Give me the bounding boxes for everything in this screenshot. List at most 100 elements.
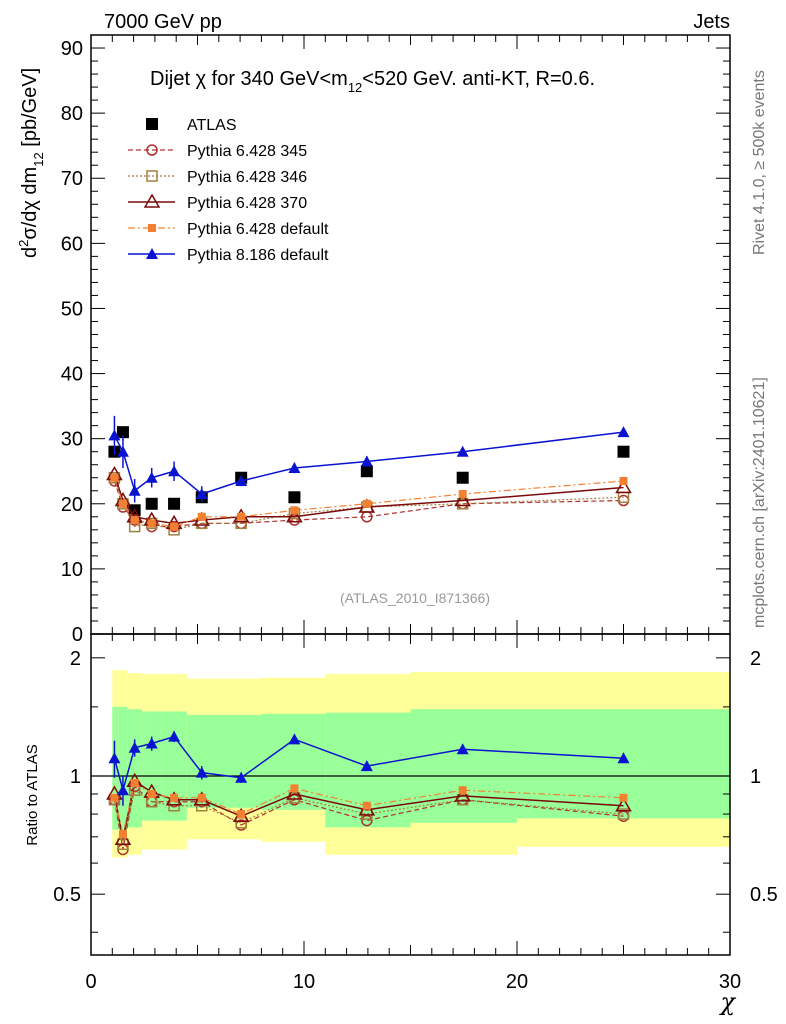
- ratio-point-p8def: [108, 752, 121, 764]
- data-point-p370: [454, 492, 471, 507]
- inner-uncertainty-band: [112, 706, 119, 830]
- data-point-p8def: [235, 474, 248, 486]
- data-point-p8def: [288, 461, 301, 473]
- data-point-p8def: [195, 488, 208, 500]
- legend-marker: [148, 224, 156, 232]
- plot-title: Dijet χ for 340 GeV<m12<520 GeV. anti-KT…: [150, 68, 595, 95]
- legend-label: Pythia 8.186 default: [187, 247, 329, 264]
- ratio-point-p8def: [116, 784, 129, 796]
- ratio-y-tick-label: 2: [70, 648, 81, 670]
- ratio-y-tick-label-right: 1: [750, 766, 761, 788]
- y-tick-label: 80: [61, 103, 83, 125]
- inner-uncertainty-band: [161, 711, 187, 821]
- inner-uncertainty-band: [142, 711, 162, 821]
- ratio-point-p8def: [360, 760, 373, 772]
- data-point-p370: [615, 479, 632, 494]
- legend: ATLAS Pythia 6.428 345 Pythia 6.428 346 Pyt…: [128, 117, 329, 264]
- rivet-version-label: Rivet 4.1.0, ≥ 500k events: [751, 70, 768, 255]
- data-point-p8def: [108, 429, 121, 441]
- y-tick-label: 40: [61, 364, 83, 386]
- header-process-label: 7000 GeV pp: [104, 11, 222, 33]
- ratio-series-p6def: [110, 778, 628, 839]
- data-point-p8def: [168, 465, 181, 477]
- data-point-p8def: [116, 445, 129, 457]
- legend-marker: [146, 118, 158, 130]
- ratio-point-p370: [286, 785, 303, 800]
- data-point-p345: [128, 514, 141, 526]
- data-point-p6def: [362, 499, 371, 508]
- ratio-y-tick-label: 1: [70, 766, 81, 788]
- ratio-point-p6def: [147, 789, 156, 798]
- legend-label: Pythia 6.428 370: [187, 195, 307, 212]
- ratio-point-p346: [288, 792, 301, 804]
- data-point-p6def: [458, 490, 467, 499]
- x-tick-label: 30: [719, 971, 741, 993]
- data-point-p346: [145, 517, 158, 530]
- x-tick-label: 10: [293, 971, 315, 993]
- lower-panel-axes: 0.5 0.51 12 20 10 20 30: [53, 634, 778, 993]
- ratio-point-p6def: [170, 793, 179, 802]
- ratio-y-tick-label-right: 2: [750, 648, 761, 670]
- y-tick-label: 20: [61, 494, 83, 516]
- data-point-p6def: [110, 473, 119, 482]
- ratio-point-p6def: [458, 786, 467, 795]
- data-point-p6def: [118, 499, 127, 508]
- upper-panel-axes: 0 10 20 30 40 50 60 70 80 90: [61, 35, 731, 646]
- y-tick-label: 60: [61, 233, 83, 255]
- ratio-point-p8def: [288, 733, 301, 745]
- series-line-p345: [113, 480, 624, 528]
- lower-panel-frame: [90, 633, 731, 956]
- ratio-point-p346: [617, 808, 630, 820]
- inner-uncertainty-band: [118, 706, 128, 830]
- legend-entry-atlas: ATLAS: [146, 117, 237, 134]
- legend-entry-p345: Pythia 6.428 345: [128, 143, 307, 160]
- series-p6def: [110, 473, 628, 531]
- y-tick-label: 10: [61, 559, 83, 581]
- legend-entry-p6def: Pythia 6.428 default: [128, 221, 329, 238]
- y-tick-label: 30: [61, 429, 83, 451]
- ratio-point-p8def: [168, 730, 181, 742]
- upper-panel-series: [106, 415, 632, 536]
- x-axis-label: χ: [718, 988, 736, 1016]
- legend-label: Pythia 6.428 346: [187, 169, 307, 186]
- ratio-point-p8def: [235, 771, 248, 783]
- y-tick-label: 90: [61, 38, 83, 60]
- ratio-point-p6def: [110, 793, 119, 802]
- inner-uncertainty-band: [186, 715, 262, 808]
- lower-y-axis-label: Ratio to ATLAS: [24, 744, 41, 845]
- y-tick-label: 0: [72, 624, 83, 646]
- data-point-p345: [288, 514, 301, 526]
- ratio-point-p6def: [197, 793, 206, 802]
- ratio-point-p6def: [237, 810, 246, 819]
- data-point-p346: [108, 471, 121, 484]
- data-point-p8def: [145, 471, 158, 483]
- ratio-y-tick-label-right: 0.5: [750, 884, 778, 906]
- header-category-label: Jets: [693, 11, 730, 33]
- data-point-p6def: [170, 522, 179, 531]
- data-point-atlas: [456, 471, 469, 484]
- ratio-point-p8def: [617, 752, 630, 764]
- ratio-point-p6def: [290, 784, 299, 793]
- inner-uncertainty-band: [410, 709, 517, 823]
- data-point-atlas: [288, 491, 301, 504]
- x-tick-label: 0: [85, 971, 96, 993]
- data-point-p8def: [128, 484, 141, 496]
- lower-panel-uncertainty-bands: [91, 670, 730, 858]
- y-tick-label: 50: [61, 298, 83, 320]
- ratio-point-p8def: [145, 737, 158, 749]
- legend-label: Pythia 6.428 345: [187, 143, 307, 160]
- data-point-atlas: [617, 445, 630, 458]
- legend-marker: [143, 193, 161, 208]
- data-point-p6def: [197, 512, 206, 521]
- legend-label: Pythia 6.428 default: [187, 221, 329, 238]
- mcplots-url-label: mcplots.cern.ch [arXiv:2401.10621]: [751, 377, 768, 628]
- legend-marker: [146, 248, 158, 259]
- ratio-point-p8def: [128, 741, 141, 753]
- data-point-p6def: [130, 516, 139, 525]
- data-point-p8def: [360, 455, 373, 467]
- data-point-p6def: [290, 506, 299, 515]
- legend-marker: [146, 144, 158, 156]
- ratio-series-p8def: [108, 730, 630, 806]
- ratio-point-p6def: [619, 793, 628, 802]
